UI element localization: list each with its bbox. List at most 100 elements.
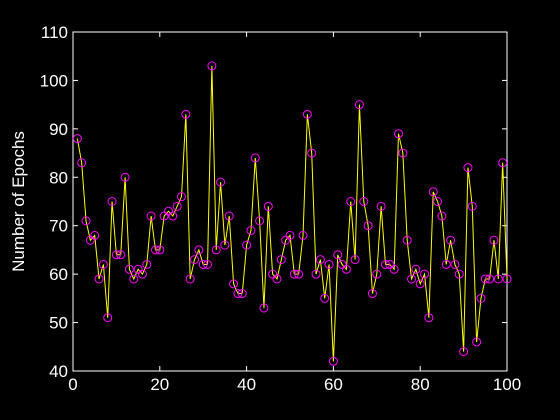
data-point-marker [420, 269, 430, 279]
data-point-marker [472, 337, 482, 347]
data-point-marker [237, 289, 247, 299]
data-point-marker [333, 250, 343, 260]
data-point-marker [116, 250, 126, 260]
data-point-marker [177, 192, 186, 202]
data-point-marker [424, 313, 434, 323]
ticks: 0 20 40 60 80 100 40 50 60 70 80 90 100 110 [40, 23, 522, 394]
data-point-marker [142, 259, 152, 269]
data-point-marker [433, 197, 443, 206]
data-point-marker [124, 264, 134, 274]
data-point-marker [107, 197, 117, 206]
data-point-marker [246, 226, 256, 236]
data-point-marker [485, 274, 495, 284]
x-tick-label: 80 [411, 375, 430, 394]
data-point-marker [302, 109, 312, 119]
data-point-marker [94, 274, 104, 284]
y-axis-label: Number of Epochs [9, 131, 28, 272]
series [76, 65, 508, 362]
data-point-marker [480, 274, 490, 284]
data-point-marker [146, 211, 156, 221]
data-point-marker [168, 211, 178, 221]
x-tick-label: 40 [237, 375, 256, 394]
data-point-marker [415, 279, 425, 289]
markers [72, 61, 512, 366]
data-point-marker [224, 211, 234, 221]
y-tick-label: 70 [49, 217, 68, 236]
data-point-marker [90, 230, 100, 240]
data-point-marker [498, 158, 508, 168]
data-point-marker [454, 269, 464, 279]
y-tick-label: 60 [49, 265, 68, 284]
data-point-marker [411, 264, 421, 274]
data-point-marker [263, 201, 273, 211]
y-tick-label: 90 [49, 120, 68, 139]
data-point-marker [103, 313, 113, 323]
data-point-marker [407, 274, 417, 284]
data-point-marker [324, 259, 334, 269]
y-tick-label: 40 [49, 362, 68, 381]
data-point-marker [198, 259, 208, 269]
data-point-marker [341, 264, 351, 274]
data-point-marker [255, 216, 265, 226]
data-point-marker [220, 240, 230, 250]
data-point-marker [446, 235, 456, 245]
data-point-marker [376, 201, 386, 211]
data-point-marker [389, 264, 399, 274]
x-tick-label: 100 [493, 375, 521, 394]
data-point-marker [380, 259, 390, 269]
data-point-marker [259, 303, 269, 313]
data-point-marker [216, 177, 226, 187]
data-point-marker [272, 274, 282, 284]
data-point-marker [437, 211, 447, 221]
data-point-marker [98, 259, 108, 269]
x-tick-label: 60 [324, 375, 343, 394]
data-point-marker [203, 259, 213, 269]
data-point-marker [463, 163, 473, 173]
data-point-marker [172, 201, 182, 211]
data-point-marker [354, 100, 364, 110]
data-point-marker [350, 255, 360, 265]
data-point-marker [363, 221, 373, 231]
data-point-marker [150, 245, 160, 255]
data-point-marker [250, 153, 260, 163]
data-point-marker [190, 255, 200, 265]
data-point-marker [493, 274, 503, 284]
data-point-marker [428, 187, 438, 197]
data-point-marker [315, 255, 325, 265]
data-point-marker [194, 245, 204, 255]
data-point-marker [111, 250, 121, 260]
data-point-marker [467, 201, 477, 211]
data-point-marker [359, 197, 369, 206]
data-point-marker [77, 158, 87, 168]
data-point-marker [285, 230, 295, 240]
data-point-marker [398, 148, 408, 158]
data-point-marker [155, 245, 165, 255]
data-point-marker [450, 259, 460, 269]
x-tick-label: 0 [68, 375, 77, 394]
x-tick-label: 20 [150, 375, 169, 394]
data-point-marker [233, 289, 243, 299]
data-point-marker [229, 279, 239, 289]
data-point-marker [459, 347, 469, 357]
data-point-marker [207, 61, 217, 71]
data-point-marker [328, 356, 338, 366]
data-point-marker [242, 240, 252, 250]
data-point-marker [181, 109, 191, 119]
data-point-marker [137, 269, 147, 279]
data-point-marker [311, 269, 321, 279]
data-point-marker [129, 274, 139, 284]
data-point-marker [211, 245, 221, 255]
data-point-marker [185, 274, 195, 284]
data-point-marker [367, 289, 377, 299]
data-point-marker [489, 235, 499, 245]
data-point-marker [502, 274, 512, 284]
data-point-marker [72, 134, 82, 144]
data-point-marker [441, 259, 451, 269]
data-point-marker [307, 148, 317, 158]
data-point-marker [320, 293, 330, 303]
data-point-marker [346, 197, 356, 206]
data-point-marker [372, 269, 382, 279]
data-point-marker [394, 129, 403, 139]
y-tick-label: 110 [41, 23, 68, 42]
